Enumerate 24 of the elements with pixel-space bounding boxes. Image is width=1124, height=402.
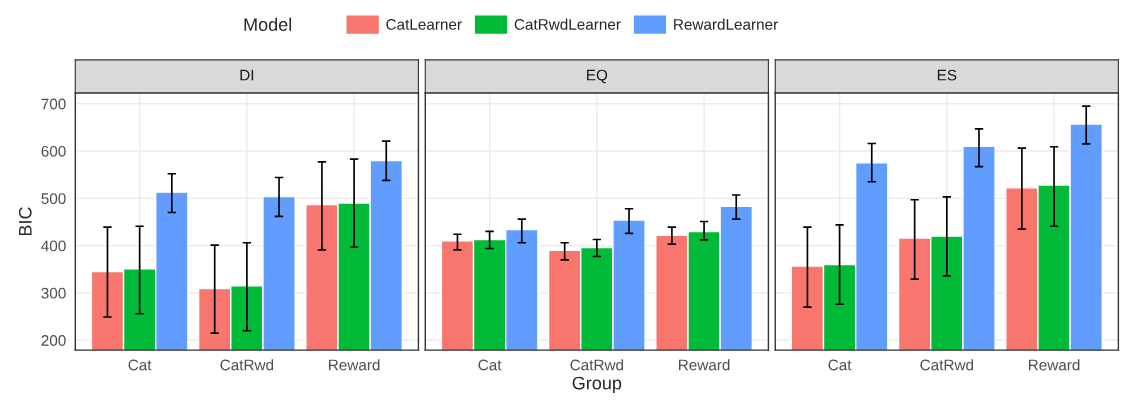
chart-title: ES bbox=[937, 69, 957, 81]
legend-title: Model bbox=[244, 17, 292, 31]
legend-label: RewardLearner bbox=[674, 18, 778, 30]
x-tick-label: Reward bbox=[329, 359, 380, 371]
y-tick-label: 700 bbox=[41, 98, 66, 110]
x-tick-label: Cat bbox=[128, 359, 152, 371]
legend-label: CatRwdLearner bbox=[514, 18, 621, 30]
y-axis-title: BIC bbox=[18, 207, 32, 236]
x-tick-label: Reward bbox=[679, 359, 730, 371]
x-axis-title: Group bbox=[572, 376, 622, 394]
chart-title: DI bbox=[240, 69, 254, 81]
y-tick-label: 300 bbox=[41, 287, 66, 299]
y-tick-label: 400 bbox=[41, 240, 66, 252]
x-tick-label: CatRwd bbox=[920, 359, 974, 371]
legend-label: CatLearner bbox=[386, 19, 462, 30]
y-tick-label: 600 bbox=[41, 145, 66, 157]
x-tick-label: Cat bbox=[828, 359, 852, 371]
x-tick-label: Cat bbox=[478, 359, 502, 371]
chart-title: EQ bbox=[587, 69, 608, 84]
x-tick-label: Reward bbox=[1028, 359, 1080, 371]
y-tick-label: 200 bbox=[41, 335, 66, 346]
x-tick-label: CatRwd bbox=[570, 359, 624, 371]
x-tick-label: CatRwd bbox=[220, 359, 274, 371]
y-tick-label: 500 bbox=[41, 193, 66, 205]
